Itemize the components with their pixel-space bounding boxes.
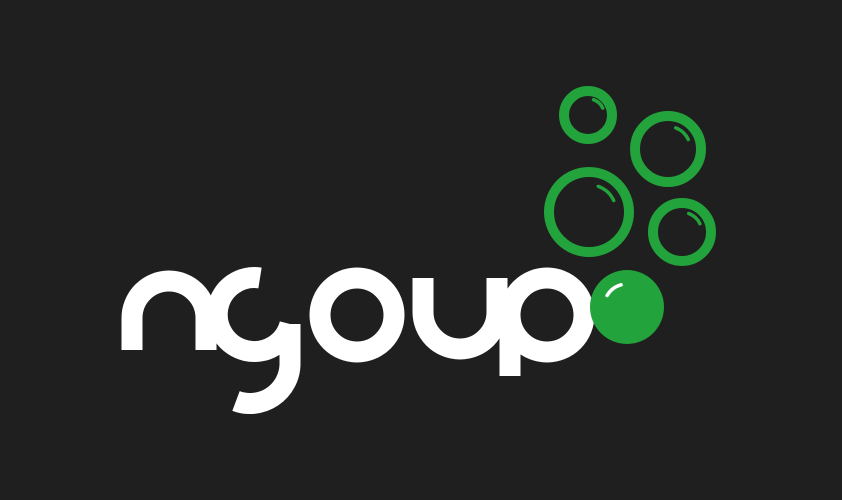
- bubble-cluster-icon: [544, 86, 716, 344]
- bubble-top-right-shine-icon: [673, 126, 691, 142]
- bubble-large-left-shine-icon: [596, 184, 616, 203]
- bubble-top-right-icon: [630, 111, 706, 187]
- letter-n: [121, 270, 217, 350]
- bubble-large-left-icon: [544, 167, 634, 257]
- bubble-small-top-icon: [559, 86, 617, 144]
- bubble-solid-dot-icon: [590, 270, 664, 344]
- letter-g-tail: [232, 324, 301, 415]
- bubble-solid-dot-shine-icon: [605, 283, 623, 298]
- letter-p-bowl: [499, 267, 595, 363]
- letter-g-bowl: [206, 267, 301, 363]
- bubble-mid-right-icon: [648, 198, 716, 266]
- bubble-small-top-shine-icon: [591, 97, 605, 110]
- letter-u: [412, 278, 508, 360]
- bubble-mid-right-shine-icon: [686, 211, 702, 226]
- letter-o: [309, 267, 405, 363]
- wordmark: [121, 267, 595, 415]
